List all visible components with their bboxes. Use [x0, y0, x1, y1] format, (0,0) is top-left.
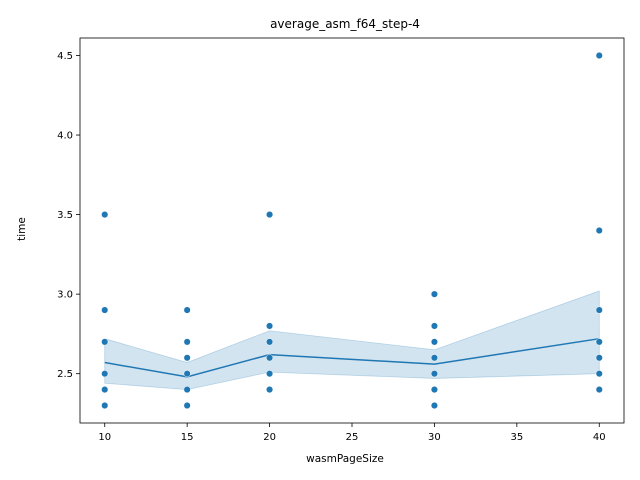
scatter-point [430, 370, 438, 378]
scatter-point [595, 51, 603, 60]
x-tick-label: 40 [593, 432, 606, 443]
scatter-point [183, 401, 191, 410]
chart-title: average_asm_f64_step-4 [270, 17, 420, 31]
scatter-point [430, 354, 438, 362]
scatter-point [266, 354, 274, 362]
scatter-point [595, 370, 603, 378]
scatter-point [183, 338, 191, 346]
y-tick-label: 3.5 [57, 210, 73, 221]
x-tick-label: 30 [428, 432, 441, 443]
points-layer [101, 51, 603, 410]
y-axis-label: time [16, 217, 28, 241]
x-tick-label: 25 [346, 432, 359, 443]
x-tick-label: 20 [263, 432, 276, 443]
scatter-point [101, 370, 109, 378]
x-tick-label: 35 [510, 432, 523, 443]
scatter-point [183, 370, 191, 378]
scatter-point [266, 322, 274, 330]
scatter-point [101, 211, 109, 219]
x-axis-label: wasmPageSize [306, 453, 384, 465]
y-tick-label: 4.5 [57, 51, 73, 62]
scatter-point [101, 401, 109, 410]
x-tick-label: 15 [181, 432, 194, 443]
scatter-point [430, 322, 438, 330]
y-tick-label: 3.0 [57, 290, 73, 301]
x-tick-label: 10 [98, 432, 111, 443]
scatter-point [430, 401, 438, 410]
scatter-point [266, 211, 274, 219]
scatter-point [595, 354, 603, 362]
y-axis-ticks: 2.5 3.0 3.5 4.0 4.5 [57, 51, 80, 380]
scatter-point [183, 306, 191, 314]
scatter-point [430, 290, 438, 298]
scatter-point [430, 386, 438, 394]
scatter-point [266, 370, 274, 378]
y-tick-label: 4.0 [57, 131, 73, 142]
scatter-point [595, 338, 603, 346]
scatter-point [595, 386, 603, 394]
scatter-point [101, 306, 109, 314]
scatter-point [430, 338, 438, 346]
scatter-point [183, 386, 191, 394]
scatter-point [183, 354, 191, 362]
scatter-point [101, 386, 109, 394]
scatter-point [266, 386, 274, 394]
scatter-point [595, 306, 603, 314]
y-tick-label: 2.5 [57, 369, 73, 380]
x-axis-ticks: 10 15 20 25 30 35 40 [98, 423, 606, 443]
scatter-point [101, 338, 109, 346]
scatter-point [595, 226, 603, 235]
scatter-point [266, 338, 274, 346]
